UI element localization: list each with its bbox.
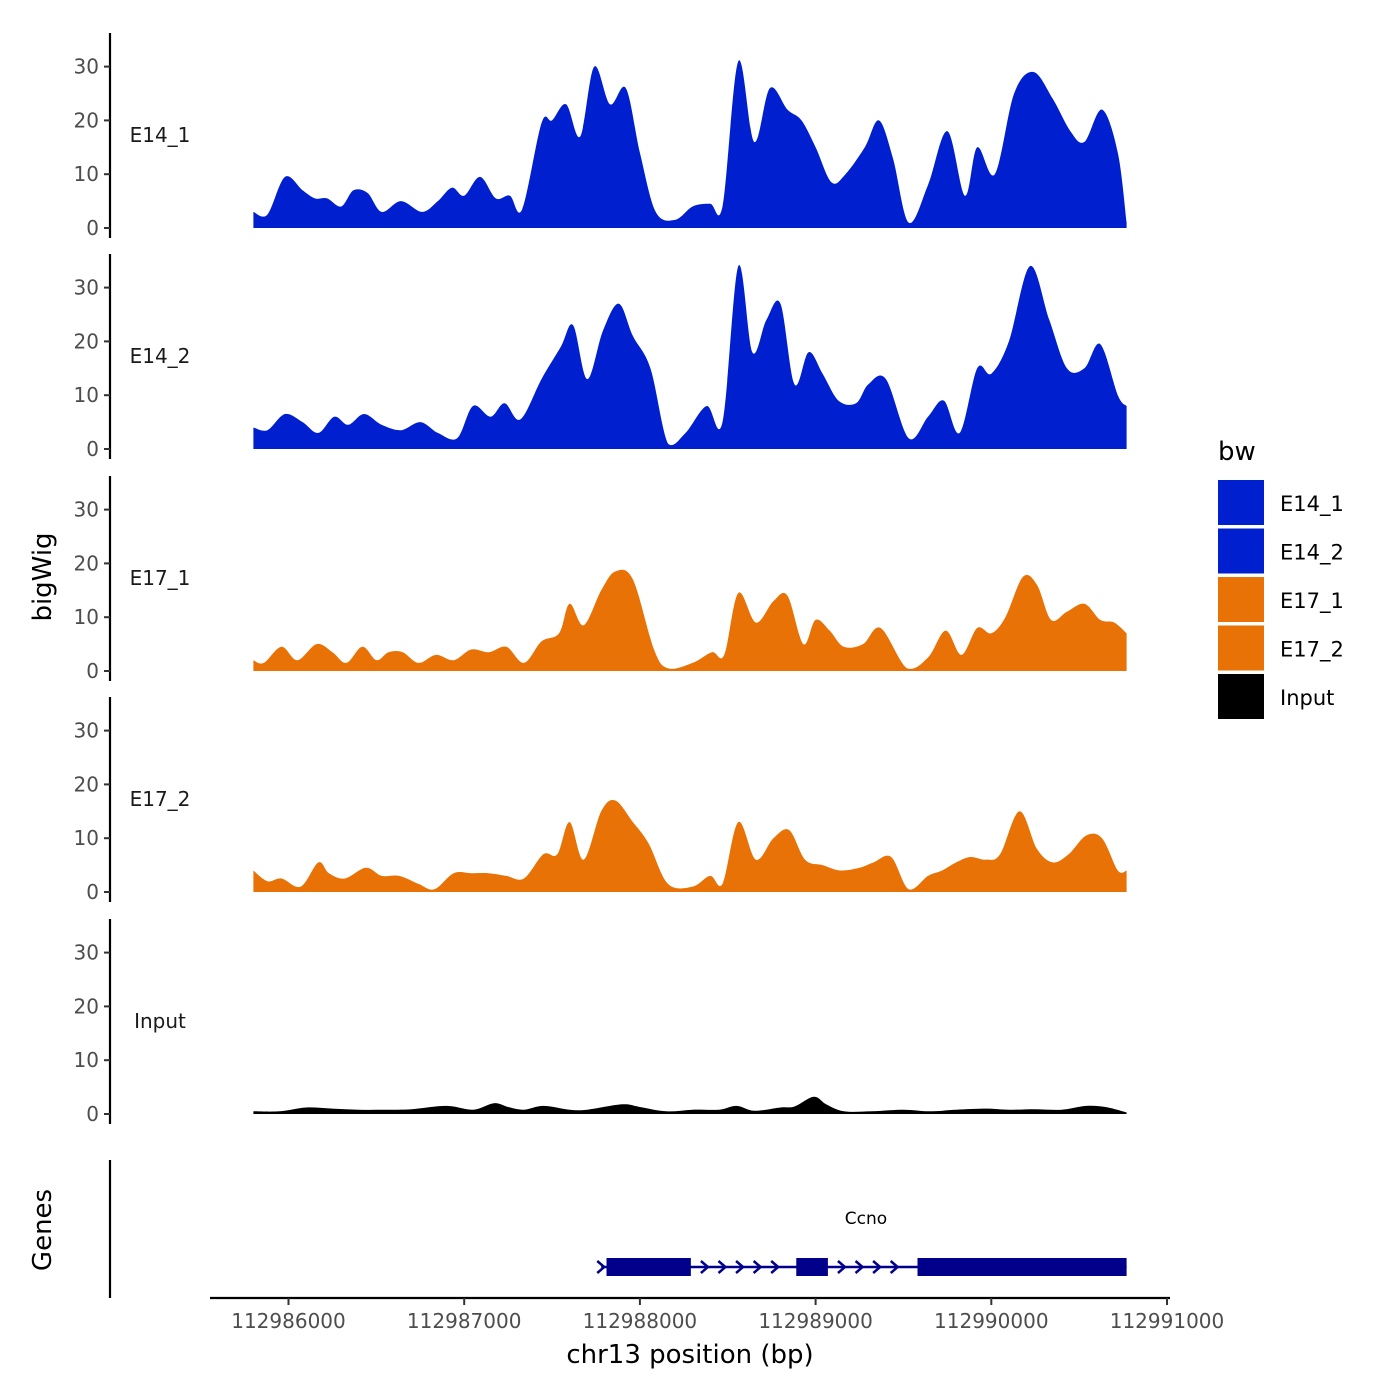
y-tick-label: 30 [74, 719, 99, 743]
track-panel-e17-1: 0 10 20 30 E17_1 [74, 476, 1127, 683]
legend-entry-e14-1: E14_1 [1218, 480, 1344, 525]
x-axis: 112986000 112987000 112988000 112989000 1129… [210, 1296, 1225, 1333]
y-tick-label: 10 [74, 605, 99, 629]
legend-entry-e17-2: E17_2 [1218, 625, 1344, 671]
area-e14-1 [253, 60, 1127, 228]
strand-arrow [700, 1260, 710, 1274]
x-tick-label: 112990000 [934, 1309, 1049, 1333]
strand-arrow [717, 1260, 728, 1274]
legend-swatch [1218, 625, 1264, 671]
y-tick-label: 20 [74, 108, 99, 132]
strip-label: E14_2 [130, 344, 191, 368]
legend-entry-e17-1: E17_1 [1218, 577, 1344, 622]
gene-exon [606, 1258, 691, 1276]
strip-label: E17_2 [130, 787, 191, 811]
y-tick-label: 10 [74, 383, 99, 407]
y-tick-label: 0 [86, 216, 99, 240]
y-tick-label: 10 [74, 162, 99, 186]
legend-swatch [1218, 577, 1264, 622]
gene-exon [796, 1258, 828, 1276]
legend-label: E14_1 [1280, 492, 1344, 517]
area-e17-2 [253, 799, 1127, 892]
y-tick-label: 30 [74, 276, 99, 300]
strand-arrow [889, 1260, 900, 1274]
strip-label: E14_1 [130, 123, 191, 147]
area-e17-1 [253, 569, 1127, 671]
legend-label: E14_2 [1280, 541, 1344, 566]
genes-track: Ccno [108, 1160, 1127, 1298]
legend-entry-input: Input [1218, 674, 1334, 719]
gene-label-ccno: Ccno [845, 1209, 887, 1229]
strip-label: Input [134, 1009, 186, 1033]
strand-arrow [872, 1260, 883, 1274]
y-tick-label: 0 [86, 437, 99, 461]
strand-arrow [854, 1260, 865, 1274]
legend-swatch [1218, 480, 1264, 525]
y-tick-label: 20 [74, 329, 99, 353]
y-tick-label: 20 [74, 994, 99, 1018]
area-e14-2 [253, 265, 1127, 449]
track-panel-e17-2: 0 10 20 30 E17_2 [74, 697, 1127, 904]
y-tick-label: 10 [74, 1048, 99, 1072]
area-input [253, 1096, 1127, 1114]
track-panel-input: 0 10 20 30 Input [74, 919, 1127, 1126]
x-tick-label: 112988000 [583, 1309, 698, 1333]
x-axis-title: chr13 position (bp) [566, 1340, 813, 1370]
strand-arrow [596, 1260, 607, 1274]
strand-arrow [735, 1260, 745, 1274]
legend-entry-e14-2: E14_2 [1218, 528, 1344, 574]
x-tick-label: 112987000 [407, 1309, 522, 1333]
x-tick-label: 112989000 [758, 1309, 873, 1333]
y-tick-label: 0 [86, 1102, 99, 1126]
legend-swatch [1218, 528, 1264, 574]
y-tick-label: 20 [74, 772, 99, 796]
legend-swatch [1218, 674, 1264, 719]
y-tick-label: 30 [74, 55, 99, 79]
strand-arrow [837, 1260, 847, 1274]
y-tick-label: 30 [74, 941, 99, 965]
y-axis-title: bigWig [28, 532, 58, 621]
legend-label: E17_1 [1280, 589, 1344, 614]
y-tick-label: 10 [74, 826, 99, 850]
track-panels: 0 10 20 30 E14_1 0 10 20 30 E14_2 0 10 20 30 E17_1 0 10 2… [74, 33, 1127, 1126]
legend-label: E17_2 [1280, 638, 1344, 663]
gene-exon [917, 1258, 1127, 1276]
strand-arrow [770, 1260, 781, 1274]
strip-label: E17_1 [130, 566, 191, 590]
track-panel-e14-1: 0 10 20 30 E14_1 [74, 33, 1127, 240]
strand-arrow [752, 1260, 763, 1274]
x-tick-label: 112986000 [231, 1309, 346, 1333]
y-tick-label: 0 [86, 880, 99, 904]
y-tick-label: 0 [86, 659, 99, 683]
x-tick-label: 112991000 [1110, 1309, 1225, 1333]
genes-axis-title: Genes [28, 1189, 58, 1271]
legend: bw E14_1 E14_2 E17_1 E17_2 Input [1218, 437, 1344, 719]
y-tick-label: 30 [74, 498, 99, 522]
y-tick-label: 20 [74, 551, 99, 575]
track-panel-e14-2: 0 10 20 30 E14_2 [74, 254, 1127, 461]
legend-label: Input [1280, 686, 1334, 710]
legend-title: bw [1218, 437, 1256, 467]
